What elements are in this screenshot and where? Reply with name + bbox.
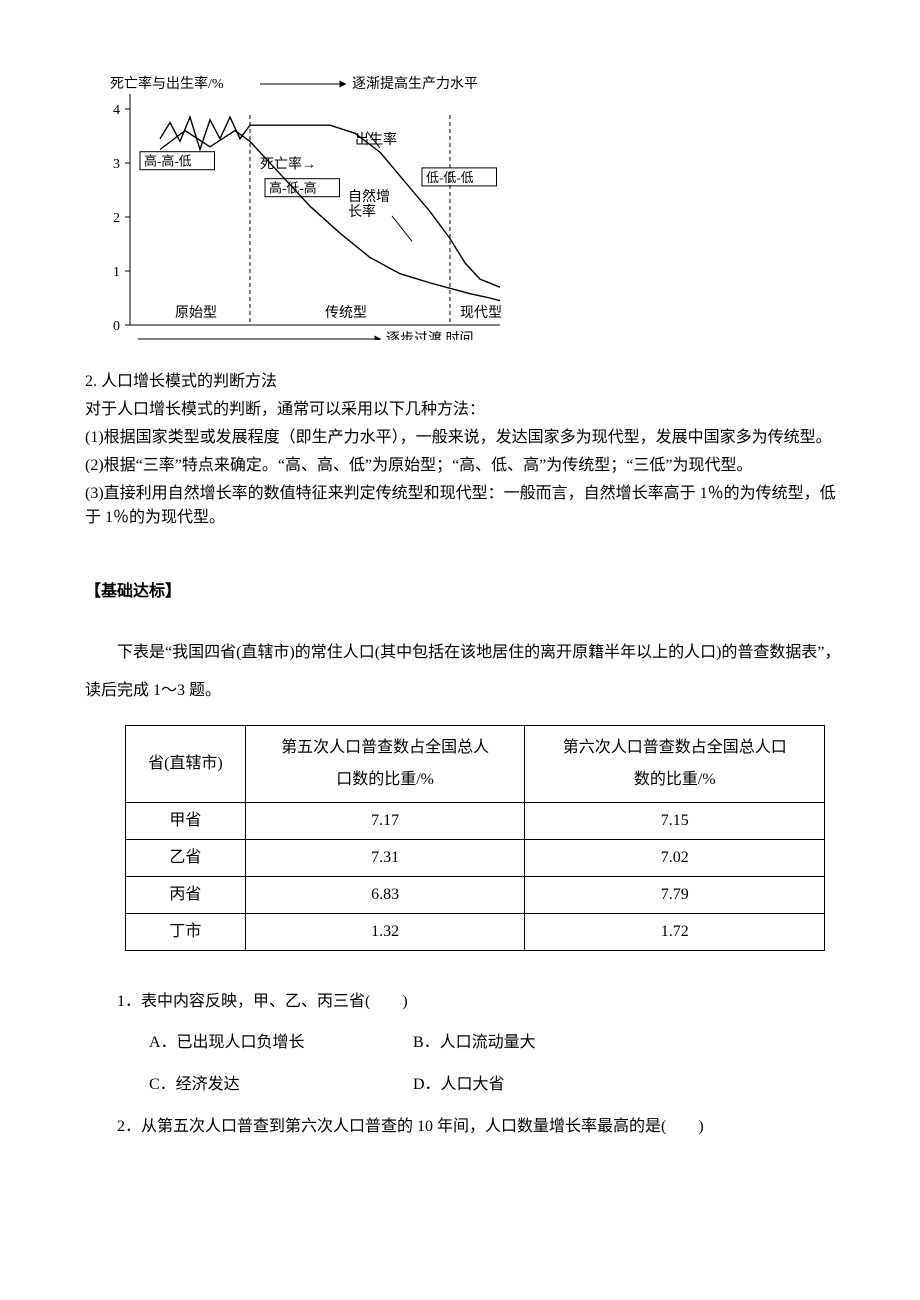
th-province: 省(直辖市)	[126, 725, 246, 802]
question-1-options-row2: C．经济发达 D．人口大省	[85, 1064, 850, 1106]
svg-text:逐步过渡 时间: 逐步过渡 时间	[386, 331, 474, 340]
section2-line: (3)直接利用自然增长率的数值特征来判定传统型和现代型：一般而言，自然增长率高于…	[85, 482, 850, 530]
table-intro: 下表是“我国四省(直辖市)的常住人口(其中包括在该地居住的离开原籍半年以上的人口…	[85, 634, 850, 711]
svg-text:0: 0	[113, 319, 120, 334]
svg-text:死亡率→: 死亡率→	[260, 155, 316, 172]
table-cell: 7.17	[245, 802, 525, 839]
q1-option-a: A．已出现人口负增长	[117, 1022, 377, 1064]
q1-option-c: C．经济发达	[117, 1064, 377, 1106]
svg-text:3: 3	[113, 157, 120, 172]
svg-text:4: 4	[113, 103, 120, 118]
q1-option-d: D．人口大省	[381, 1064, 505, 1106]
svg-text:1: 1	[113, 265, 120, 280]
svg-text:出生率: 出生率	[355, 131, 397, 148]
table-cell: 6.83	[245, 876, 525, 913]
svg-text:低-低-低: 低-低-低	[426, 170, 474, 185]
population-transition-chart: 0 1 2 3 4 死亡率与出生率/% 逐渐提高生产力水平原始型 传统型 现代型逐步过渡 时间 高…	[100, 70, 850, 340]
section2-line: (1)根据国家类型或发展程度（即生产力水平），一般来说，发达国家多为现代型，发展…	[85, 426, 850, 450]
chart-svg: 0 1 2 3 4 死亡率与出生率/% 逐渐提高生产力水平原始型 传统型 现代型逐步过渡 时间 高…	[100, 70, 520, 340]
q1-option-b: B．人口流动量大	[381, 1022, 536, 1064]
section2-line: (2)根据“三率”特点来确定。“高、高、低”为原始型；“高、低、高”为传统型；“…	[85, 454, 850, 478]
svg-text:现代型: 现代型	[460, 305, 502, 321]
table-header-row: 省(直辖市) 第五次人口普查数占全国总人 口数的比重/% 第六次人口普查数占全国…	[126, 725, 825, 802]
section2-heading: 2. 人口增长模式的判断方法	[85, 370, 850, 394]
table-cell: 丙省	[126, 876, 246, 913]
svg-text:原始型: 原始型	[175, 305, 217, 321]
svg-text:自然增: 自然增	[348, 188, 390, 205]
census-table: 省(直辖市) 第五次人口普查数占全国总人 口数的比重/% 第六次人口普查数占全国…	[125, 725, 825, 951]
table-cell: 甲省	[126, 802, 246, 839]
table-cell: 丁市	[126, 913, 246, 950]
question-1-options-row1: A．已出现人口负增长 B．人口流动量大	[85, 1022, 850, 1064]
question-2-stem: 2．从第五次人口普查到第六次人口普查的 10 年间，人口数量增长率最高的是( )	[85, 1106, 850, 1148]
svg-text:高-低-高: 高-低-高	[269, 181, 317, 196]
svg-text:传统型: 传统型	[325, 305, 367, 321]
table-row: 丁市1.321.72	[126, 913, 825, 950]
table-cell: 7.15	[525, 802, 825, 839]
svg-text:高-高-低: 高-高-低	[144, 154, 192, 169]
th-census6: 第六次人口普查数占全国总人口 数的比重/%	[525, 725, 825, 802]
th-census5: 第五次人口普查数占全国总人 口数的比重/%	[245, 725, 525, 802]
table-cell: 乙省	[126, 839, 246, 876]
table-row: 丙省6.837.79	[126, 876, 825, 913]
practice-heading: 【基础达标】	[85, 580, 850, 604]
table-cell: 1.72	[525, 913, 825, 950]
section2-line: 对于人口增长模式的判断，通常可以采用以下几种方法：	[85, 398, 850, 422]
svg-text:逐渐提高生产力水平: 逐渐提高生产力水平	[352, 75, 478, 92]
table-row: 甲省7.177.15	[126, 802, 825, 839]
table-row: 乙省7.317.02	[126, 839, 825, 876]
table-cell: 7.02	[525, 839, 825, 876]
svg-text:死亡率与出生率/%: 死亡率与出生率/%	[110, 75, 224, 92]
table-cell: 1.32	[245, 913, 525, 950]
table-cell: 7.31	[245, 839, 525, 876]
table-cell: 7.79	[525, 876, 825, 913]
question-1-stem: 1．表中内容反映，甲、乙、丙三省( )	[85, 981, 850, 1023]
svg-text:2: 2	[113, 211, 120, 226]
svg-text:长率: 长率	[348, 203, 376, 220]
